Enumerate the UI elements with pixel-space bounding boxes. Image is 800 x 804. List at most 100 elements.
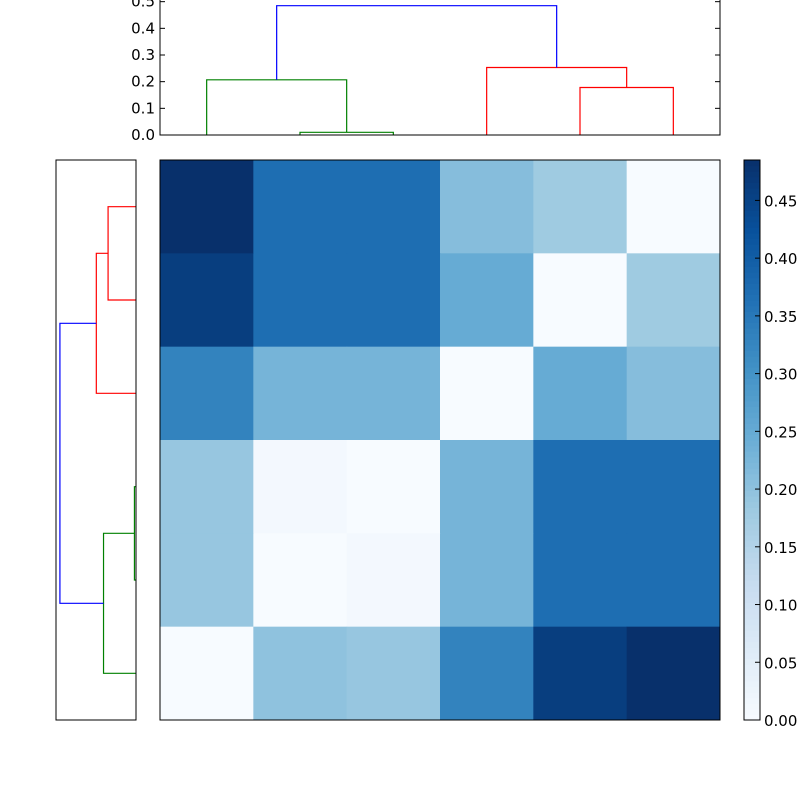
colorbar-segment bbox=[744, 641, 760, 648]
colorbar-segment bbox=[744, 518, 760, 525]
colorbar-segment bbox=[744, 462, 760, 469]
colorbar-segment bbox=[744, 456, 760, 463]
heatmap-cell bbox=[440, 533, 534, 628]
colorbar-segment bbox=[744, 423, 760, 430]
colorbar-segment bbox=[744, 647, 760, 654]
colorbar-segment bbox=[744, 552, 760, 559]
colorbar-segment bbox=[744, 479, 760, 486]
colorbar-segment bbox=[744, 266, 760, 273]
colorbar-segment bbox=[744, 608, 760, 615]
heatmap-cell bbox=[160, 160, 254, 254]
heatmap-cell bbox=[160, 253, 254, 348]
colorbar-segment bbox=[744, 563, 760, 570]
colorbar-segment bbox=[744, 260, 760, 267]
colorbar-segment bbox=[744, 630, 760, 637]
heatmap-cell bbox=[346, 533, 441, 628]
top-dendrogram-link bbox=[579, 86, 674, 135]
colorbar-segment bbox=[744, 585, 760, 592]
top-ytick-label: 0.0 bbox=[131, 126, 155, 144]
colorbar-segment bbox=[744, 524, 760, 531]
colorbar-segment bbox=[744, 328, 760, 335]
colorbar-segment bbox=[744, 529, 760, 536]
colorbar-segment bbox=[744, 344, 760, 351]
heatmap-cell bbox=[160, 533, 254, 628]
colorbar-tick-label: 0.00 bbox=[764, 712, 797, 730]
colorbar-segment bbox=[744, 272, 760, 279]
colorbar-segment bbox=[744, 624, 760, 631]
colorbar-segment bbox=[744, 580, 760, 587]
colorbar-segment bbox=[744, 602, 760, 609]
colorbar-segment bbox=[744, 316, 760, 323]
colorbar-segment bbox=[744, 714, 760, 721]
colorbar-segment bbox=[744, 445, 760, 452]
colorbar-segment bbox=[744, 596, 760, 603]
heatmap-cell bbox=[440, 160, 534, 254]
colorbar-segment bbox=[744, 238, 760, 245]
colorbar-segment bbox=[744, 395, 760, 402]
colorbar-segment bbox=[744, 680, 760, 687]
heatmap-cell bbox=[253, 440, 348, 534]
heatmap-cell bbox=[253, 253, 348, 348]
colorbar-segment bbox=[744, 378, 760, 385]
colorbar-segment bbox=[744, 188, 760, 195]
colorbar-segment bbox=[744, 232, 760, 239]
colorbar-segment bbox=[744, 574, 760, 581]
colorbar-segment bbox=[744, 288, 760, 295]
colorbar-segment bbox=[744, 540, 760, 547]
colorbar-segment bbox=[744, 210, 760, 217]
colorbar-segment bbox=[744, 501, 760, 508]
top-ytick-label: 0.3 bbox=[131, 46, 155, 64]
colorbar-segment bbox=[744, 322, 760, 329]
heatmap-cell bbox=[346, 626, 441, 721]
colorbar-segment bbox=[744, 372, 760, 379]
top-dendrogram-link bbox=[206, 79, 348, 135]
colorbar-tick-label: 0.45 bbox=[764, 192, 797, 210]
left-dendrogram-link bbox=[102, 532, 136, 674]
heatmap-cell bbox=[160, 346, 254, 441]
heatmap-cell bbox=[346, 160, 441, 254]
colorbar-segment bbox=[744, 686, 760, 693]
heatmap-cell bbox=[346, 253, 441, 348]
colorbar-segment bbox=[744, 244, 760, 251]
colorbar-frame bbox=[743, 159, 761, 721]
colorbar-segment bbox=[744, 311, 760, 318]
colorbar-tick-label: 0.30 bbox=[764, 366, 797, 384]
colorbar-segment bbox=[744, 165, 760, 172]
colorbar-segment bbox=[744, 216, 760, 223]
colorbar-segment bbox=[744, 182, 760, 189]
colorbar-segment bbox=[744, 221, 760, 228]
colorbar-segment bbox=[744, 490, 760, 497]
colorbar-segment bbox=[744, 546, 760, 553]
heatmap-cell bbox=[346, 440, 441, 534]
colorbar-segment bbox=[744, 591, 760, 598]
colorbar-segment bbox=[744, 417, 760, 424]
heatmap-cell bbox=[346, 346, 441, 441]
colorbar-tick-label: 0.25 bbox=[764, 423, 797, 441]
colorbar-segment bbox=[744, 406, 760, 413]
heatmap-cell bbox=[253, 626, 348, 721]
colorbar-segment bbox=[744, 613, 760, 620]
heatmap-cell bbox=[626, 160, 721, 254]
colorbar-segment bbox=[744, 619, 760, 626]
colorbar-segment bbox=[744, 557, 760, 564]
colorbar-segment bbox=[744, 283, 760, 290]
top-ytick-label: 0.5 bbox=[131, 0, 155, 11]
heatmap-cell bbox=[626, 440, 721, 534]
colorbar-tick-label: 0.10 bbox=[764, 597, 797, 615]
colorbar-segment bbox=[744, 484, 760, 491]
left-dendrogram-link bbox=[95, 252, 136, 394]
colorbar-segment bbox=[744, 675, 760, 682]
colorbar-segment bbox=[744, 255, 760, 262]
colorbar-tick-label: 0.15 bbox=[764, 539, 797, 557]
colorbar-segment bbox=[744, 193, 760, 200]
left-dendrogram-link bbox=[59, 322, 104, 604]
colorbar-segment bbox=[744, 339, 760, 346]
colorbar-segment bbox=[744, 692, 760, 699]
colorbar-segment bbox=[744, 333, 760, 340]
colorbar-segment bbox=[744, 496, 760, 503]
colorbar-tick-label: 0.20 bbox=[764, 481, 797, 499]
colorbar-segment bbox=[744, 249, 760, 256]
heatmap-cell bbox=[160, 626, 254, 721]
colorbar-segment bbox=[744, 652, 760, 659]
